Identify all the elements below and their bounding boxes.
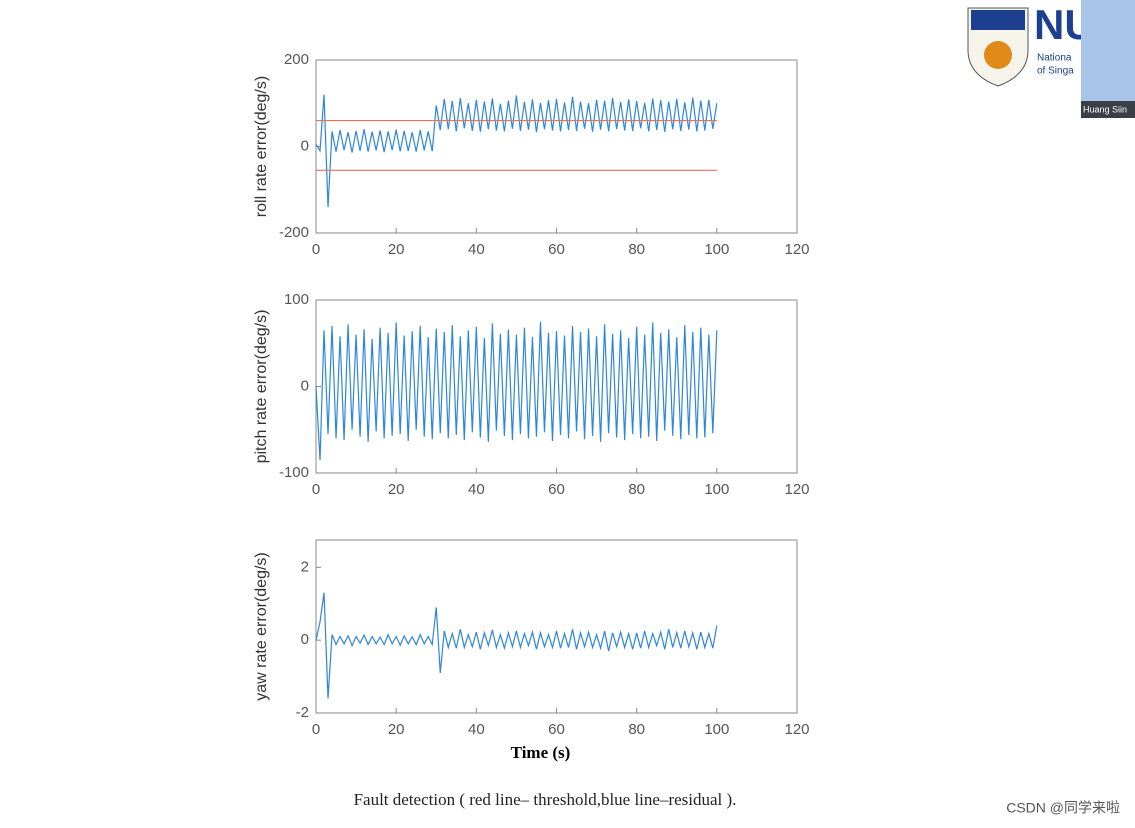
y-tick-label: -200 (279, 224, 309, 241)
watermark: CSDN @同学来啦 (1006, 800, 1120, 816)
x-tick-label: 0 (312, 721, 320, 738)
y-tick-label: 2 (301, 558, 309, 575)
x-tick-label: 80 (628, 481, 645, 498)
plot-area (315, 539, 798, 714)
x-tick-label: 60 (548, 241, 565, 258)
y-axis-label: roll rate error(deg/s) (253, 76, 270, 217)
x-tick-label: 20 (388, 241, 405, 258)
x-tick-label: 40 (468, 481, 485, 498)
x-tick-label: 100 (704, 241, 729, 258)
video-name-bar (1081, 101, 1135, 118)
x-tick-label: 120 (784, 481, 809, 498)
x-tick-label: 20 (388, 481, 405, 498)
crest-lion (984, 41, 1012, 69)
x-tick-label: 60 (548, 481, 565, 498)
x-tick-label: 40 (468, 241, 485, 258)
y-axis-label: yaw rate error(deg/s) (253, 552, 270, 701)
x-tick-label: 0 (312, 241, 320, 258)
y-tick-label: 200 (284, 51, 309, 68)
y-tick-label: 0 (301, 631, 309, 648)
residual-line (315, 321, 718, 461)
x-axis-label: Time (s) (511, 743, 571, 762)
logo: NU Nationa of Singa (967, 1, 1095, 87)
video-name: Huang Siin (1083, 104, 1127, 114)
x-tick-label: 120 (784, 241, 809, 258)
residual-line (315, 592, 718, 699)
y-tick-label: -100 (279, 464, 309, 481)
x-tick-label: 100 (704, 721, 729, 738)
plot-area (315, 59, 798, 234)
x-tick-label: 40 (468, 721, 485, 738)
y-tick-label: 100 (284, 291, 309, 308)
video-thumbnail (1081, 0, 1135, 118)
x-tick-label: 100 (704, 481, 729, 498)
logo-line: of Singa (1037, 66, 1074, 77)
caption: Fault detection ( red line– threshold,bl… (354, 790, 737, 809)
y-axis-label: pitch rate error(deg/s) (253, 310, 270, 464)
plot-area (315, 299, 798, 474)
x-tick-label: 20 (388, 721, 405, 738)
crest-band (971, 10, 1025, 30)
logo-line: Nationa (1037, 53, 1072, 64)
y-tick-label: 0 (301, 137, 309, 154)
x-tick-label: 80 (628, 721, 645, 738)
y-tick-label: 0 (301, 377, 309, 394)
x-tick-label: 80 (628, 241, 645, 258)
x-tick-label: 60 (548, 721, 565, 738)
x-tick-label: 120 (784, 721, 809, 738)
y-tick-label: -2 (296, 704, 309, 721)
x-tick-label: 0 (312, 481, 320, 498)
